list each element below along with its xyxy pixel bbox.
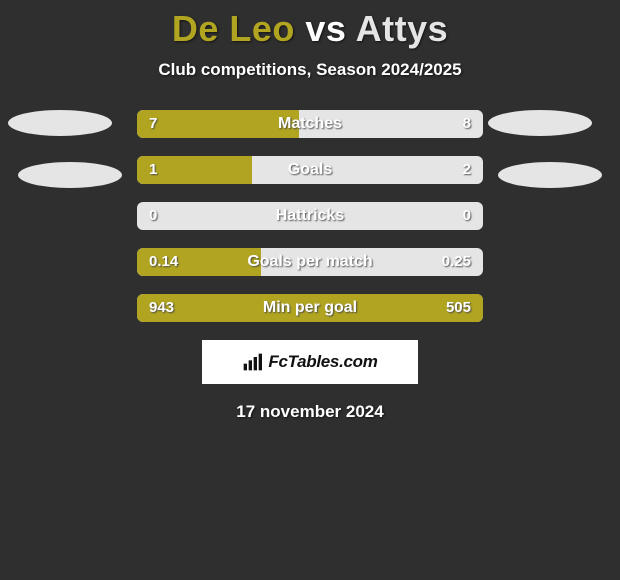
stat-right-value: 505 — [446, 294, 471, 322]
player1-ellipse-1 — [8, 110, 112, 136]
stat-row-min-per-goal: 943 Min per goal 505 — [137, 294, 483, 322]
brand-box[interactable]: FcTables.com — [202, 340, 418, 384]
stats-content: 7 Matches 8 1 Goals 2 0 Hattricks 0 0.14… — [0, 110, 620, 422]
stat-label: Matches — [137, 110, 483, 138]
stat-rows: 7 Matches 8 1 Goals 2 0 Hattricks 0 0.14… — [137, 110, 483, 322]
date-text: 17 november 2024 — [0, 402, 620, 422]
stat-label: Goals — [137, 156, 483, 184]
player2-name: Attys — [356, 8, 449, 49]
player2-ellipse-2 — [498, 162, 602, 188]
stat-right-value: 0 — [463, 202, 471, 230]
player1-ellipse-2 — [18, 162, 122, 188]
stat-row-hattricks: 0 Hattricks 0 — [137, 202, 483, 230]
stat-row-goals: 1 Goals 2 — [137, 156, 483, 184]
brand-text: FcTables.com — [268, 352, 377, 372]
vs-text: vs — [305, 8, 346, 49]
subtitle: Club competitions, Season 2024/2025 — [0, 60, 620, 80]
stat-right-value: 8 — [463, 110, 471, 138]
stat-row-matches: 7 Matches 8 — [137, 110, 483, 138]
stat-label: Goals per match — [137, 248, 483, 276]
bar-chart-icon — [242, 352, 262, 372]
stat-right-value: 0.25 — [442, 248, 471, 276]
stat-right-value: 2 — [463, 156, 471, 184]
comparison-title: De Leo vs Attys — [0, 0, 620, 50]
player1-name: De Leo — [172, 8, 295, 49]
stat-label: Min per goal — [137, 294, 483, 322]
player2-ellipse-1 — [488, 110, 592, 136]
stat-row-goals-per-match: 0.14 Goals per match 0.25 — [137, 248, 483, 276]
stat-label: Hattricks — [137, 202, 483, 230]
